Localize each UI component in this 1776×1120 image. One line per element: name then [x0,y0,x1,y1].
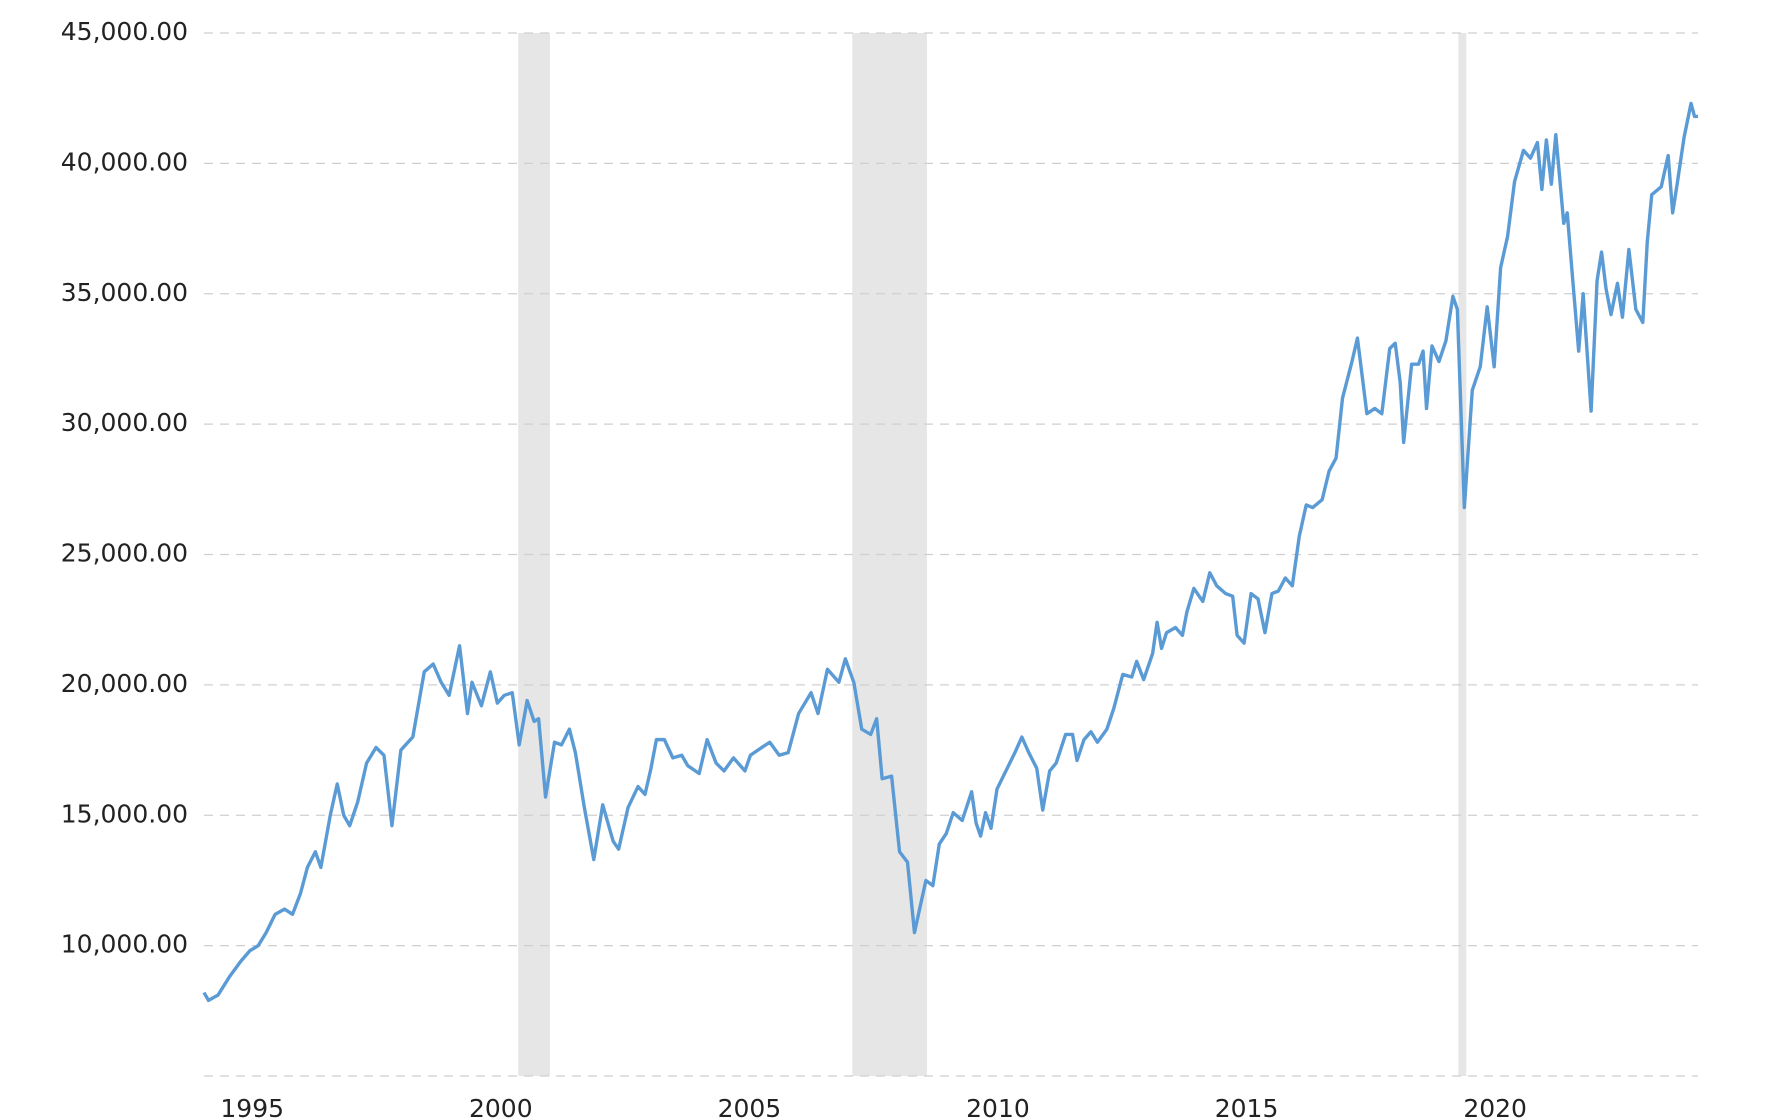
x-tick-label: 1995 [220,1094,284,1120]
x-tick-label: 2015 [1215,1094,1279,1120]
y-tick-label: 45,000.00 [61,17,188,46]
x-tick-label: 2005 [718,1094,782,1120]
data-line [202,101,1698,1003]
y-tick-label: 30,000.00 [61,408,188,437]
y-tick-label: 25,000.00 [61,539,188,568]
y-tick-label: 15,000.00 [61,799,188,828]
recession-band [1458,33,1467,1076]
y-tick-label: 10,000.00 [61,930,188,959]
y-tick-label: 20,000.00 [61,669,188,698]
x-tick-label: 2020 [1463,1094,1527,1120]
x-tick-label: 2000 [469,1094,533,1120]
x-tick-label: 2010 [966,1094,1030,1120]
y-tick-label: 35,000.00 [61,278,188,307]
y-tick-label: 40,000.00 [61,147,188,176]
